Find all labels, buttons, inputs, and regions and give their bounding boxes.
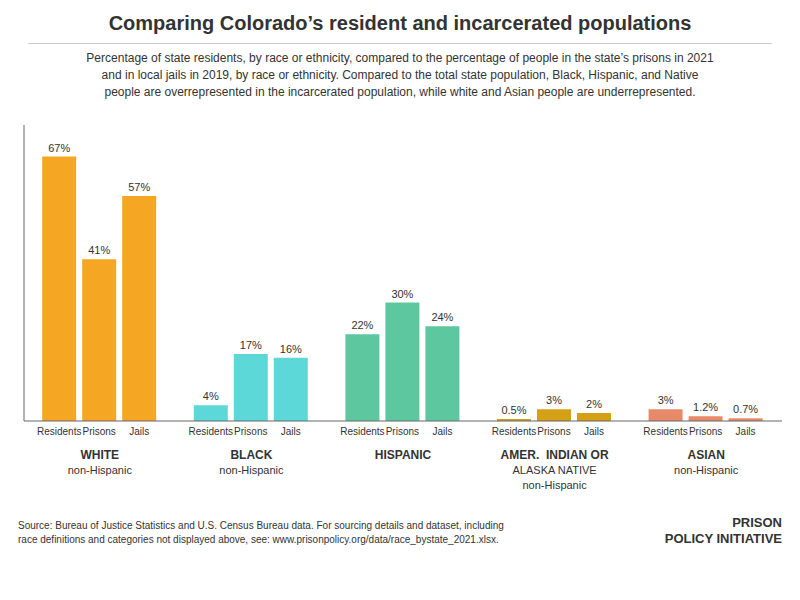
svg-text:67%: 67% (48, 142, 70, 154)
svg-text:Jails: Jails (432, 426, 452, 437)
html-text:POLICY INITIATIVE: POLICY INITIATIVE (664, 531, 782, 546)
svg-text:Prisons: Prisons (234, 426, 267, 437)
svg-text:Residents: Residents (492, 426, 536, 437)
svg-text:HISPANIC: HISPANIC (375, 448, 432, 462)
svg-text:Prisons: Prisons (83, 426, 116, 437)
svg-text:2%: 2% (586, 398, 602, 410)
svg-text:AMER. INDIAN ORALASKA NATIVEn: AMER. INDIAN ORALASKA NATIVEnon-Hispanic (501, 448, 609, 491)
html-text:Comparing Colorado’s resident: Comparing Colorado’s resident and incarc… (108, 12, 692, 34)
svg-text:3%: 3% (546, 394, 562, 406)
svg-text:Prisons: Prisons (537, 426, 570, 437)
svg-text:Residents: Residents (643, 426, 687, 437)
svg-text:Jails: Jails (736, 426, 756, 437)
svg-text:WHITEnon-Hispanic: WHITEnon-Hispanic (68, 448, 133, 476)
svg-text:Prisons: Prisons (386, 426, 419, 437)
svg-text:57%: 57% (128, 181, 150, 193)
html-text:Percentage of state residents,: Percentage of state residents, by race o… (86, 51, 714, 65)
svg-text:30%: 30% (391, 288, 413, 300)
svg-text:17%: 17% (240, 339, 262, 351)
svg-text:4%: 4% (203, 390, 219, 402)
svg-text:16%: 16% (280, 343, 302, 355)
svg-text:0.5%: 0.5% (501, 404, 526, 416)
svg-text:Jails: Jails (281, 426, 301, 437)
svg-text:ASIANnon-Hispanic: ASIANnon-Hispanic (674, 448, 739, 476)
svg-text:0.7%: 0.7% (733, 403, 758, 415)
svg-text:Residents: Residents (37, 426, 81, 437)
svg-text:24%: 24% (431, 311, 453, 323)
html-text:race definitions and categorie: race definitions and categories not disp… (18, 534, 499, 545)
html-text:PRISON: PRISON (732, 515, 782, 530)
svg-text:3%: 3% (658, 394, 674, 406)
svg-text:BLACKnon-Hispanic: BLACKnon-Hispanic (219, 448, 284, 476)
svg-text:Residents: Residents (189, 426, 233, 437)
svg-text:Residents: Residents (340, 426, 384, 437)
svg-text:22%: 22% (351, 319, 373, 331)
html-text:people are overrepresented in: people are overrepresented in the incarc… (104, 85, 696, 99)
svg-text:Prisons: Prisons (689, 426, 722, 437)
svg-text:1.2%: 1.2% (693, 401, 718, 413)
svg-text:Jails: Jails (584, 426, 604, 437)
svg-text:41%: 41% (88, 244, 110, 256)
svg-text:Jails: Jails (129, 426, 149, 437)
html-text:and in local jails in 2019, by: and in local jails in 2019, by race or e… (101, 68, 699, 82)
html-text:Source: Bureau of Justice Stat: Source: Bureau of Justice Statistics and… (18, 520, 504, 531)
